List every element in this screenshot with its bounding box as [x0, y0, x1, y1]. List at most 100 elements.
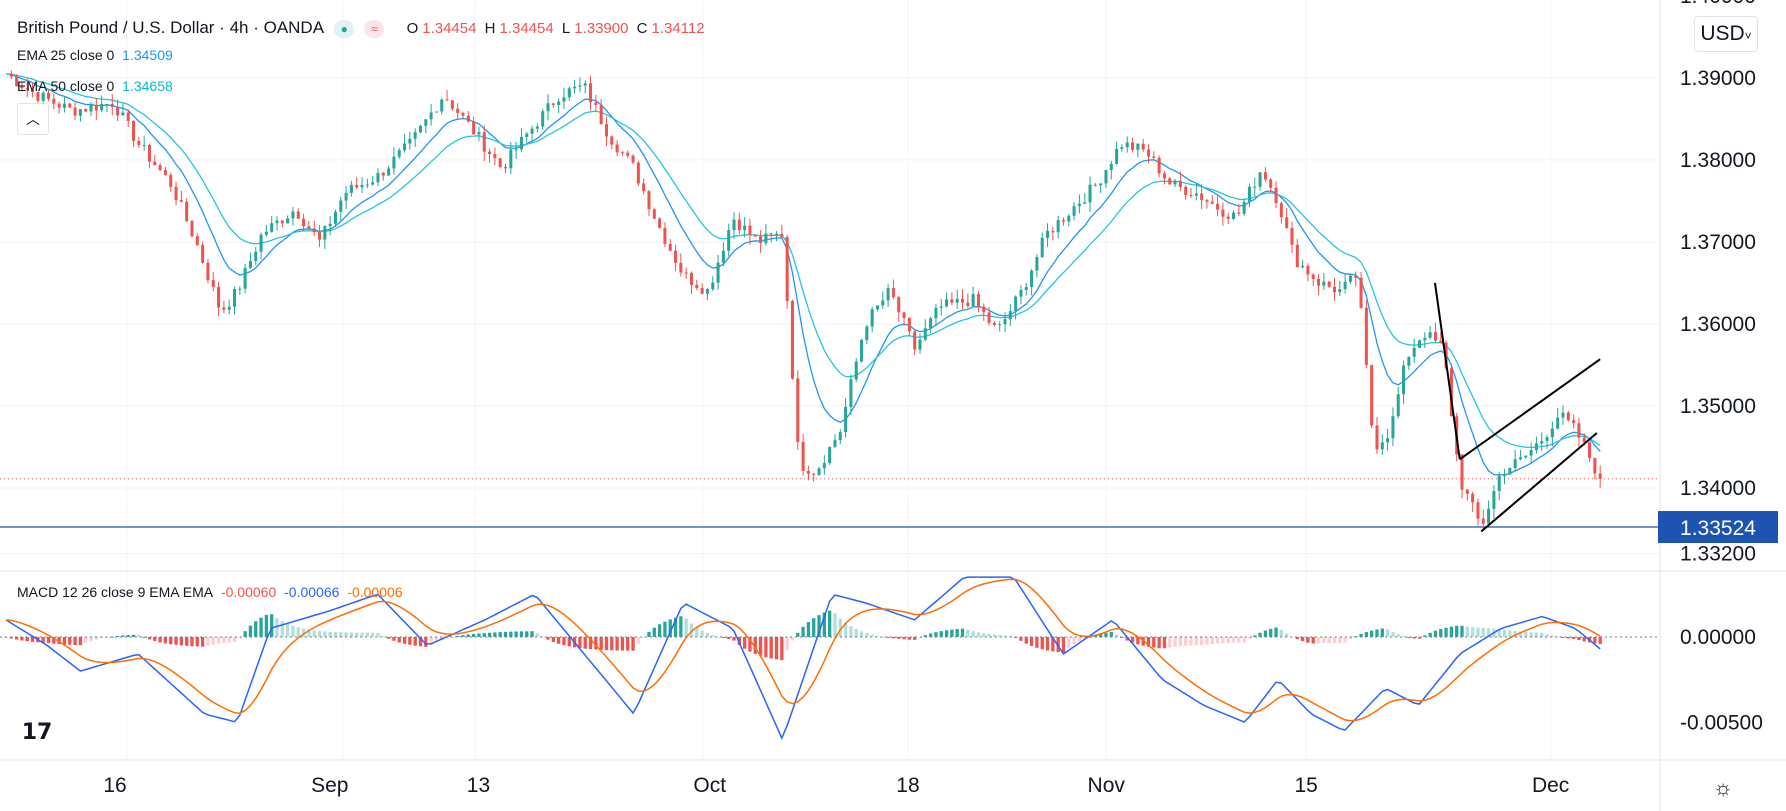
candle-body [31, 89, 35, 93]
candle-body [25, 88, 29, 90]
macd-hist-bar [907, 636, 912, 640]
ema50-legend[interactable]: EMA 50 close 0 1.34658 [17, 78, 177, 94]
candle-body [1550, 428, 1554, 438]
macd-hist-bar [642, 636, 646, 638]
macd-label: MACD 12 26 close 9 EMA EMA [17, 584, 214, 600]
candle-body [456, 108, 460, 113]
candle-body [1513, 459, 1517, 468]
candle-body [658, 218, 662, 228]
candle-body [1476, 502, 1480, 519]
macd-hist-bar [99, 636, 104, 639]
grid-lines [0, 0, 1660, 760]
collapse-legend-button[interactable]: ︿ [17, 103, 49, 135]
candle-body [743, 225, 747, 231]
macd-hist-bar [918, 636, 922, 638]
candle-body [259, 234, 263, 252]
candle-body [360, 184, 364, 188]
candle-body [1354, 275, 1358, 278]
macd-hist-bar [1391, 632, 1395, 637]
time-tick-label: 18 [896, 774, 919, 797]
macd-hist-bar [339, 632, 343, 637]
macd-hist-bar [365, 632, 369, 637]
candle-body [238, 288, 242, 290]
candle-body [945, 299, 949, 307]
candle-body [1577, 423, 1581, 438]
candle-body [472, 121, 476, 135]
macd-hist-bar [1205, 636, 1209, 645]
macd-hist-bar [1401, 635, 1406, 637]
candle-body [349, 184, 353, 193]
macd-hist-bar [971, 631, 975, 637]
candle-body [1253, 186, 1257, 188]
macd-hist-bar [179, 636, 184, 646]
macd-hist-bar [312, 630, 316, 637]
macd-hist-bar [121, 635, 125, 637]
macd-hist-bar [1194, 636, 1198, 646]
candle-body [546, 103, 550, 112]
candle-body [371, 182, 375, 185]
macd-hist-bar [169, 636, 173, 645]
candle-body [1375, 425, 1379, 450]
candle-body [78, 109, 82, 116]
candle-body [1067, 215, 1071, 222]
candle-body [620, 152, 624, 154]
candle-body [636, 162, 640, 184]
macd-line-value: -0.00066 [284, 584, 340, 600]
gear-icon[interactable]: ☼ [1713, 775, 1734, 800]
macd-tick-label: 0.00000 [1680, 626, 1756, 649]
candle-body [1247, 186, 1251, 202]
macd-hist-bar [259, 617, 263, 637]
candle-body [286, 218, 290, 224]
price-axis: 1.39000 1.38000 1.37000 1.36000 1.35000 1.340… [1680, 0, 1756, 566]
macd-legend[interactable]: MACD 12 26 close 9 EMA EMA -0.00060 -0.0… [17, 584, 407, 600]
ema50-line [5, 73, 1601, 449]
candle-body [1497, 475, 1501, 491]
time-axis: 16 Sep 13 Oct 18 Nov 15 Dec [103, 774, 1569, 797]
macd-hist-bar [1540, 632, 1544, 637]
macd-hist-bar [397, 636, 401, 643]
macd-hist-bar [1338, 636, 1342, 644]
macd-hist-bar [1237, 636, 1241, 643]
candle-body [232, 289, 237, 307]
candle-body [201, 245, 205, 263]
macd-hist-bar [695, 627, 699, 637]
macd-hist-bar [626, 636, 630, 651]
candle-body [333, 211, 337, 224]
candle-body [312, 228, 316, 233]
candle-body [1083, 202, 1087, 204]
macd-hist-bar [1566, 636, 1570, 639]
candle-body [679, 262, 683, 273]
macd-hist-bar [1146, 636, 1151, 647]
ema25-legend[interactable]: EMA 25 close 0 1.34509 [17, 47, 177, 63]
macd-hist-bar [78, 636, 83, 646]
macd-hist-bar [705, 633, 710, 637]
macd-hist-bar [668, 619, 672, 637]
tradingview-logo-icon[interactable]: 17 [18, 718, 56, 748]
candle-body [1258, 172, 1262, 187]
macd-hist-bar [307, 629, 311, 637]
compare-icon[interactable]: ≈ [364, 20, 385, 39]
macd-hist-bar [68, 636, 72, 645]
macd-hist-bar [1274, 627, 1278, 637]
macd-hist-bar [14, 636, 19, 640]
macd-hist-bar [158, 636, 162, 643]
macd-hist-bar [1178, 636, 1183, 647]
currency-selector[interactable]: USD˅ [1694, 16, 1758, 52]
candle-body [461, 112, 465, 116]
macd-hist-bar [216, 636, 221, 644]
macd-hist-bar [1316, 636, 1321, 644]
candle-body [1492, 490, 1496, 509]
macd-hist-bar [1385, 629, 1390, 637]
candle-body [886, 288, 890, 301]
candle-body [775, 233, 779, 235]
time-tick-label: Sep [311, 774, 348, 797]
candle-body [1279, 203, 1283, 218]
candle-body [365, 184, 369, 186]
time-tick-label: Dec [1532, 774, 1569, 797]
candle-body [674, 250, 678, 263]
macd-hist-bar [115, 635, 120, 637]
macd-hist-bar [913, 636, 917, 640]
macd-hist-bar [822, 612, 826, 637]
candle-body [822, 463, 826, 469]
